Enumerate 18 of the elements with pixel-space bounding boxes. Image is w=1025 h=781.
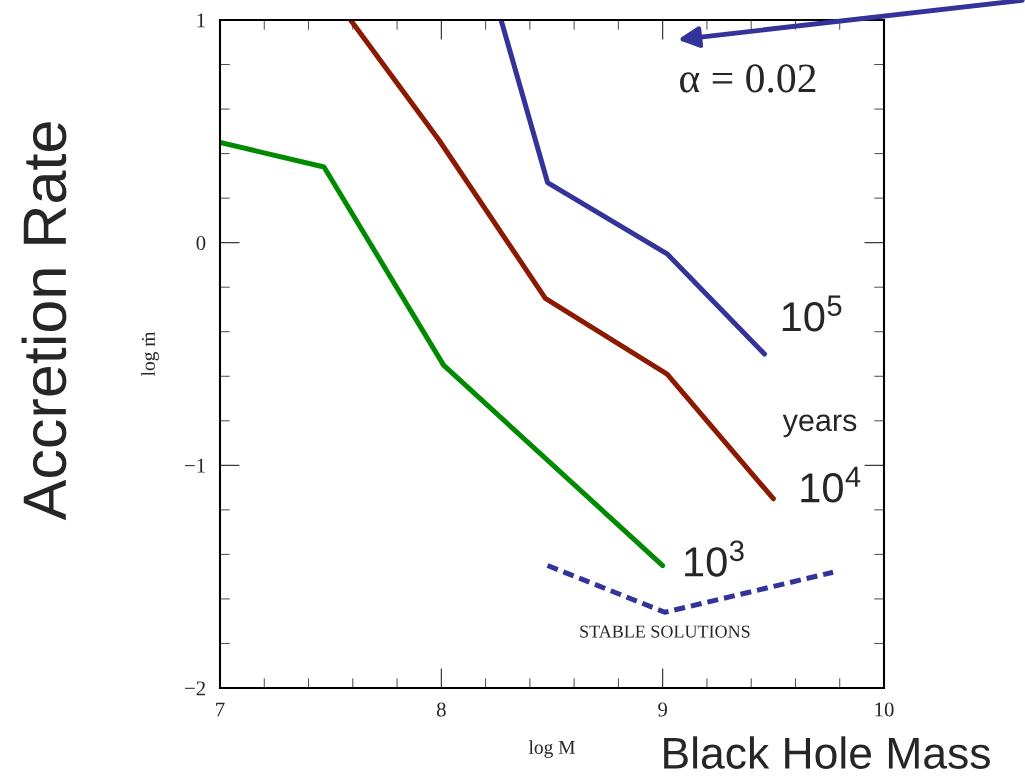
series-label: 10$^{5}$ [782,295,842,332]
series-label: 10$^{4}$ [801,466,861,503]
text: Black Hole Mass [664,736,990,769]
series-label: STABLE SOLUTIONS [580,625,750,638]
text: Accretion Rate [21,122,67,521]
x-axis-title: log M [528,740,575,758]
x-tick-label: 7 [216,702,225,717]
y-tick-label: −1 [184,458,205,473]
x-tick-label: 8 [436,702,446,717]
annotation: years [782,414,857,438]
x-tick-label: 9 [658,702,668,717]
annotation: α = 0.02 [680,64,816,93]
series-label: 10$^{3}$ [685,540,744,577]
x-tick-label: 10 [875,702,894,717]
y-tick-label: 0 [196,236,206,251]
y-axis-title: log ṁ [141,331,159,377]
y-tick-label: −2 [184,681,205,696]
y-tick-label: 1 [197,13,205,28]
